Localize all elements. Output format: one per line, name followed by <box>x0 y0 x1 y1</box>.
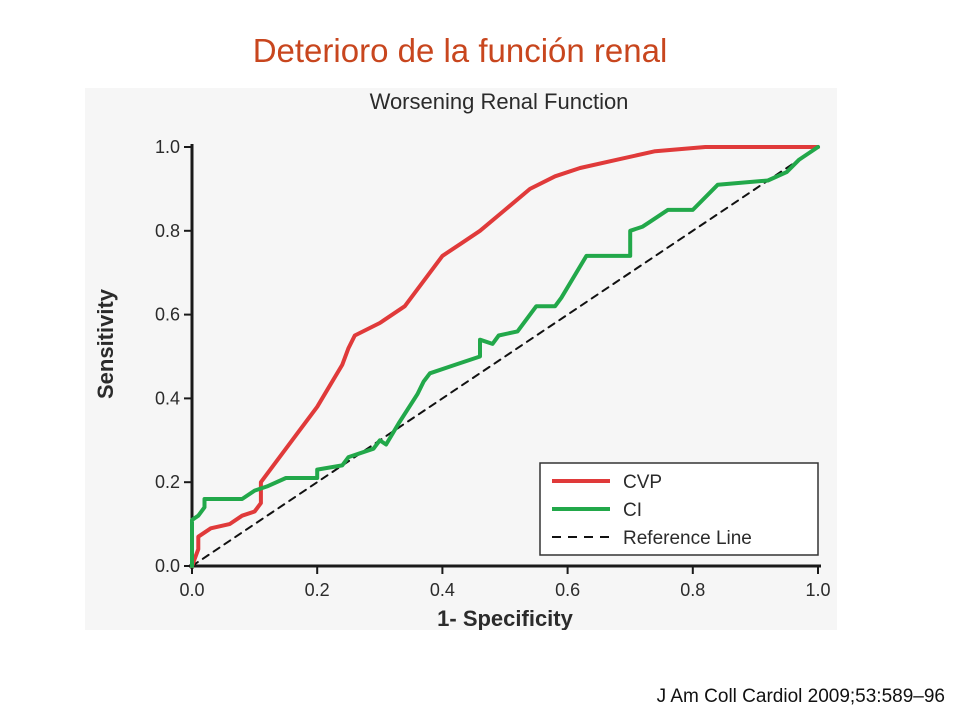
roc-chart: Worsening Renal Function 1- Specificity … <box>85 88 837 630</box>
x-tick-label: 0.2 <box>305 580 330 600</box>
citation: J Am Coll Cardiol 2009;53:589–96 <box>656 686 945 707</box>
y-tick-label: 0.6 <box>155 305 180 325</box>
x-tick-label: 0.6 <box>555 580 580 600</box>
x-tick-label: 0.4 <box>430 580 455 600</box>
legend-label-reference-line: Reference Line <box>623 528 752 549</box>
legend-label-cvp: CVP <box>623 472 662 493</box>
series-line-reference-line <box>191 146 819 567</box>
y-tick-label: 0.4 <box>155 388 180 408</box>
legend-label-ci: CI <box>623 500 642 521</box>
roc-chart-svg: Worsening Renal Function 1- Specificity … <box>93 89 831 630</box>
series-line-cvp <box>190 145 820 568</box>
chart-title: Worsening Renal Function <box>370 89 629 114</box>
slide-title: Deterioro de la función renal <box>252 32 668 69</box>
y-tick-label: 0.2 <box>155 472 180 492</box>
y-tick-label: 0.8 <box>155 221 180 241</box>
y-axis-label: Sensitivity <box>93 288 118 399</box>
x-axis-label: 1- Specificity <box>437 606 573 630</box>
y-tick-label: 0.0 <box>155 556 180 576</box>
x-tick-label: 1.0 <box>805 580 830 600</box>
series-line-ci <box>190 145 820 568</box>
y-tick-label: 1.0 <box>155 137 180 157</box>
x-tick-label: 0.8 <box>680 580 705 600</box>
x-tick-label: 0.0 <box>179 580 204 600</box>
